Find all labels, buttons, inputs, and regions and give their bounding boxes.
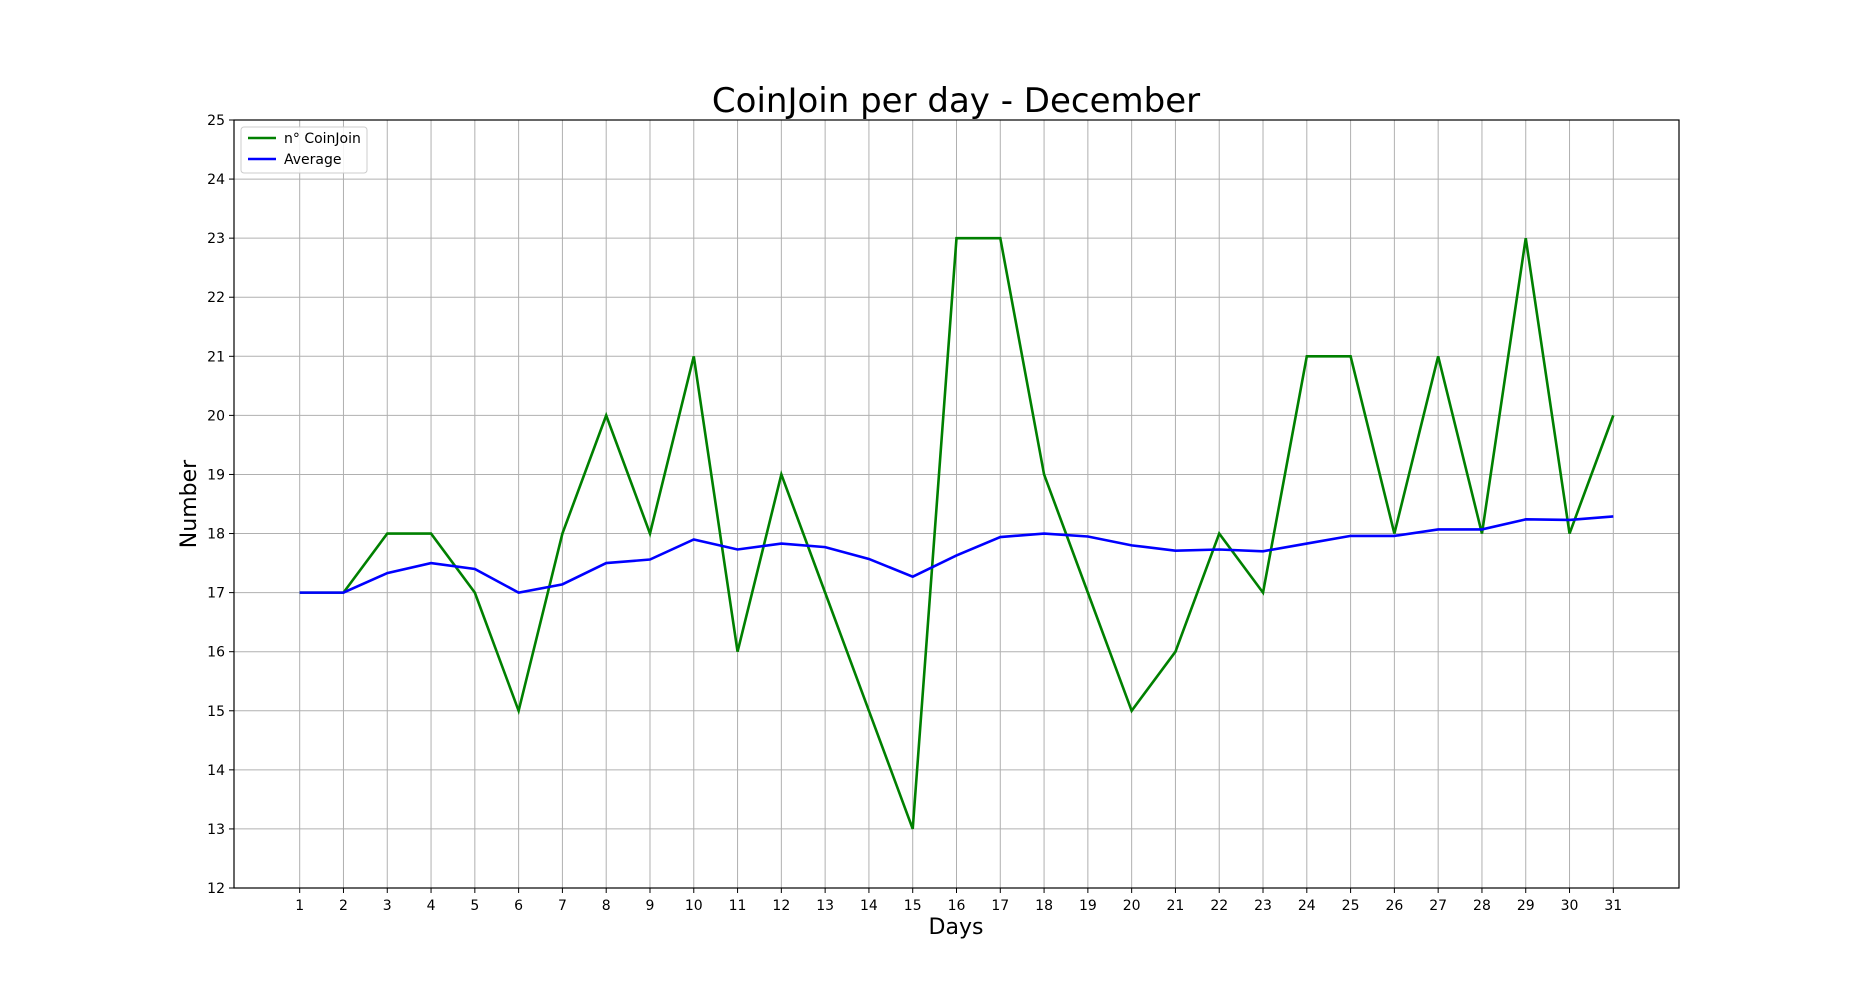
y-tick-label: 25 xyxy=(207,113,225,129)
x-tick-label: 9 xyxy=(646,898,655,914)
y-tick-label: 17 xyxy=(207,586,225,602)
x-tick-label: 17 xyxy=(991,898,1009,914)
x-tick-label: 31 xyxy=(1604,898,1622,914)
x-tick-label: 14 xyxy=(860,898,878,914)
x-tick-label: 19 xyxy=(1079,898,1097,914)
grid xyxy=(234,119,1679,889)
x-tick-label: 23 xyxy=(1254,898,1272,914)
x-tick-label: 21 xyxy=(1167,898,1185,914)
x-tick-label: 15 xyxy=(904,898,922,914)
x-tick-label: 30 xyxy=(1561,898,1579,914)
y-tick-label: 18 xyxy=(207,527,225,543)
x-tick-label: 26 xyxy=(1385,898,1403,914)
series-line-average xyxy=(299,515,1614,594)
x-tick-label: 6 xyxy=(514,898,523,914)
x-tick-label: 24 xyxy=(1298,898,1316,914)
y-tick-label: 13 xyxy=(207,822,225,838)
y-tick-label: 21 xyxy=(207,349,225,365)
legend: n° CoinJoin Average xyxy=(240,126,368,174)
y-axis-label: Number xyxy=(177,459,202,548)
chart-title: CoinJoin per day - December xyxy=(712,81,1200,121)
x-tick-label: 28 xyxy=(1473,898,1491,914)
x-tick-label: 13 xyxy=(816,898,834,914)
x-tick-label: 5 xyxy=(470,898,479,914)
x-axis-ticks: 1 2 3 4 5 6 7 8 9 10 11 12 13 14 15 16 17 18 19 20 21 22 23 24 2… xyxy=(295,888,1622,914)
x-tick-label: 16 xyxy=(948,898,966,914)
x-tick-label: 22 xyxy=(1210,898,1228,914)
x-tick-label: 1 xyxy=(295,898,304,914)
y-tick-label: 24 xyxy=(207,172,225,188)
x-tick-label: 2 xyxy=(339,898,348,914)
x-tick-label: 12 xyxy=(772,898,790,914)
y-tick-label: 14 xyxy=(207,763,225,779)
y-axis-ticks: 12 13 14 15 16 17 18 19 20 21 22 23 24 25 xyxy=(207,113,234,897)
y-tick-label: 19 xyxy=(207,467,225,483)
x-tick-label: 25 xyxy=(1342,898,1360,914)
x-tick-label: 29 xyxy=(1517,898,1535,914)
x-tick-label: 7 xyxy=(558,898,567,914)
x-tick-label: 18 xyxy=(1035,898,1053,914)
y-tick-label: 16 xyxy=(207,645,225,661)
x-tick-label: 10 xyxy=(685,898,703,914)
x-tick-label: 11 xyxy=(729,898,747,914)
x-tick-label: 4 xyxy=(427,898,436,914)
legend-entry-coinjoin: n° CoinJoin xyxy=(284,131,361,147)
y-tick-label: 22 xyxy=(207,290,225,306)
x-tick-label: 3 xyxy=(383,898,392,914)
x-tick-label: 8 xyxy=(602,898,611,914)
y-tick-label: 15 xyxy=(207,704,225,720)
y-tick-label: 20 xyxy=(207,408,225,424)
y-tick-label: 12 xyxy=(207,881,225,897)
y-tick-label: 23 xyxy=(207,231,225,247)
x-tick-label: 20 xyxy=(1123,898,1141,914)
series-lines xyxy=(299,236,1615,830)
x-tick-label: 27 xyxy=(1429,898,1447,914)
x-axis-label: Days xyxy=(929,915,984,940)
series-line-coinjoin xyxy=(299,236,1615,830)
legend-entry-average: Average xyxy=(284,152,342,168)
